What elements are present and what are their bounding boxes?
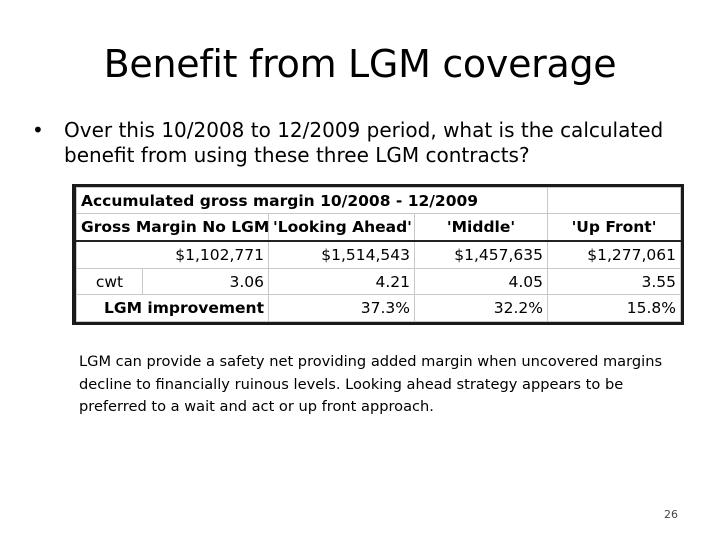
table-row-margin: $1,102,771 $1,514,543 $1,457,635 $1,277,…: [76, 240, 682, 269]
gross-margin-table-frame: Accumulated gross margin 10/2008 - 12/20…: [72, 184, 684, 325]
bullet-point: • Over this 10/2008 to 12/2009 period, w…: [32, 118, 692, 168]
cell-improvement-looking-ahead: 37.3%: [268, 294, 415, 322]
cell-cwt-no-lgm: 3.06: [142, 267, 269, 296]
page-number: 26: [664, 508, 678, 521]
slide-title: Benefit from LGM coverage: [103, 42, 617, 86]
bullet-dot: •: [32, 118, 44, 142]
cell-cwt-label: cwt: [76, 267, 143, 296]
table-row-cwt: cwt 3.06 4.21 4.05 3.55: [76, 267, 682, 296]
table-header-row: Gross Margin No LGM 'Looking Ahead' 'Mid…: [76, 212, 682, 242]
cell-cwt-middle: 4.05: [413, 267, 549, 296]
gross-margin-table: Accumulated gross margin 10/2008 - 12/20…: [75, 187, 682, 322]
cell-margin-looking-ahead: $1,514,543: [268, 240, 415, 269]
cell-improvement-label: LGM improvement: [76, 294, 269, 322]
table-title-empty-cell: [547, 187, 682, 214]
table-row-improvement: LGM improvement 37.3% 32.2% 15.8%: [76, 294, 682, 322]
slide-note: LGM can provide a safety net providing a…: [79, 353, 663, 415]
header-up-front: 'Up Front': [547, 212, 682, 242]
header-no-lgm: Gross Margin No LGM: [76, 212, 269, 242]
cell-cwt-looking-ahead: 4.21: [268, 267, 415, 296]
cell-improvement-up-front: 15.8%: [547, 294, 682, 322]
cell-margin-middle: $1,457,635: [413, 240, 549, 269]
cell-margin-no-lgm: $1,102,771: [76, 240, 269, 269]
cell-margin-up-front: $1,277,061: [547, 240, 682, 269]
cell-improvement-middle: 32.2%: [413, 294, 549, 322]
header-middle: 'Middle': [413, 212, 549, 242]
bullet-text: Over this 10/2008 to 12/2009 period, wha…: [64, 118, 664, 167]
table-title: Accumulated gross margin 10/2008 - 12/20…: [75, 187, 549, 214]
cell-cwt-up-front: 3.55: [547, 267, 682, 296]
header-looking-ahead: 'Looking Ahead': [268, 212, 415, 242]
